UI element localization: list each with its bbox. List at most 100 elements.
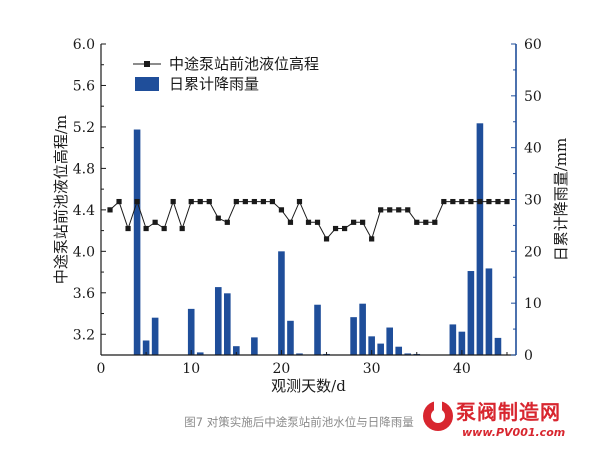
water-level-point (269, 198, 276, 205)
rainfall-bar (386, 327, 393, 355)
water-level-point (188, 198, 194, 205)
y-left-tick-label: 4.4 (73, 203, 95, 219)
water-level-point (161, 225, 167, 232)
water-level-point (432, 219, 438, 225)
x-tick-label: 0 (97, 361, 106, 377)
water-level-point (423, 219, 429, 225)
rainfall-bar (214, 287, 222, 355)
water-level-point (260, 198, 266, 205)
rainfall-bar (251, 337, 258, 355)
rainfall-bar (224, 293, 231, 355)
y-left-tick-label: 4.0 (73, 244, 95, 260)
y-right-tick-label: 20 (524, 244, 542, 260)
x-tick-label: 10 (182, 361, 200, 377)
rainfall-bar (142, 340, 150, 355)
rainfall-bar (476, 123, 484, 356)
water-level-point (414, 219, 420, 225)
water-level-point (224, 219, 230, 225)
water-level-point (477, 198, 483, 205)
water-level-point (459, 198, 465, 205)
water-level-point (116, 198, 122, 205)
water-level-point (305, 219, 312, 225)
water-level-point (125, 225, 131, 232)
water-level-point (197, 198, 203, 205)
watermark-url: www.PV001.com (462, 426, 566, 439)
legend-line-marker (144, 61, 150, 67)
rainfall-bar (359, 303, 366, 355)
y-right-tick-label: 60 (524, 37, 542, 53)
valve-logo-icon (423, 400, 453, 431)
water-level-point (170, 198, 176, 205)
rainfall-bar (377, 343, 384, 355)
water-level-point (215, 215, 221, 221)
water-level-point (387, 207, 393, 213)
y-left-tick-label: 5.6 (73, 78, 95, 94)
y-right-tick-label: 50 (524, 89, 542, 105)
x-tick-label: 20 (273, 361, 291, 377)
water-level-point (107, 207, 113, 213)
water-level-point (278, 207, 285, 213)
y-left-axis-title: 中途泵站前池液位高程/m (52, 115, 70, 284)
water-level-point (134, 198, 140, 205)
x-axis-title: 观测天数/d (271, 377, 346, 395)
rainfall-bar (187, 308, 195, 355)
rainfall-bar (196, 352, 204, 355)
legend-bar-symbol (135, 77, 159, 91)
rainfall-bar (404, 353, 412, 355)
water-level-point (332, 225, 339, 232)
y-left-tick-label: 3.2 (73, 327, 95, 343)
rainfall-bar (368, 336, 375, 355)
rainfall-bar (133, 129, 141, 355)
x-tick-label: 30 (363, 361, 381, 377)
rainfall-bar (233, 346, 240, 355)
rainfall-bar (449, 324, 457, 355)
water-level-point (323, 236, 330, 242)
y-right-tick-label: 0 (524, 348, 533, 364)
water-level-point (296, 198, 303, 205)
rainfall-bar (296, 353, 303, 355)
y-right-tick-label: 10 (524, 296, 542, 312)
water-level-point (314, 219, 321, 225)
water-level-point (351, 219, 357, 225)
legend-label: 日累计降雨量 (169, 75, 259, 93)
y-right-axis-title: 日累计降雨量/mm (552, 138, 570, 262)
y-left-tick-label: 6.0 (73, 37, 95, 53)
water-level-point (378, 207, 384, 213)
rainfall-bar (458, 331, 466, 355)
rainfall-bar (151, 317, 159, 355)
water-level-point (251, 198, 257, 205)
water-level-point (405, 207, 411, 213)
water-level-point (495, 198, 501, 205)
water-level-point (179, 225, 185, 232)
water-level-point (152, 219, 158, 225)
rainfall-bar (467, 271, 475, 355)
water-level-point (143, 225, 149, 232)
y-left-tick-label: 3.6 (73, 286, 95, 302)
water-level-point (341, 225, 348, 232)
x-tick-label: 40 (453, 361, 471, 377)
rainfall-bar (395, 346, 403, 355)
water-level-series (107, 198, 510, 242)
figure-caption: 图7 对策实施后中途泵站前池水位与日降雨量 (184, 415, 414, 429)
water-level-point (206, 198, 212, 205)
rainfall-bar (278, 251, 285, 355)
water-level-point (233, 198, 239, 205)
water-level-point (504, 198, 510, 205)
water-level-point (468, 198, 474, 205)
watermark-brand: 泵阀制造网 (456, 400, 561, 424)
rainfall-bar (287, 320, 294, 355)
axes: 0 10 20 30 40 3.2 3.6 4.0 4.4 4.8 5.2 5.6 6.0 0 10 20 30… (52, 37, 570, 395)
water-level-point (396, 207, 402, 213)
water-level-point (287, 219, 294, 225)
rainfall-bars (133, 123, 502, 356)
water-level-point (242, 198, 248, 205)
y-left-tick-label: 4.8 (73, 161, 95, 177)
water-level-point (360, 219, 366, 225)
y-right-tick-label: 30 (524, 193, 542, 209)
water-level-point (441, 198, 447, 205)
rainfall-bar (485, 268, 493, 355)
rainfall-bar (494, 337, 502, 355)
rainfall-bar (350, 317, 357, 355)
